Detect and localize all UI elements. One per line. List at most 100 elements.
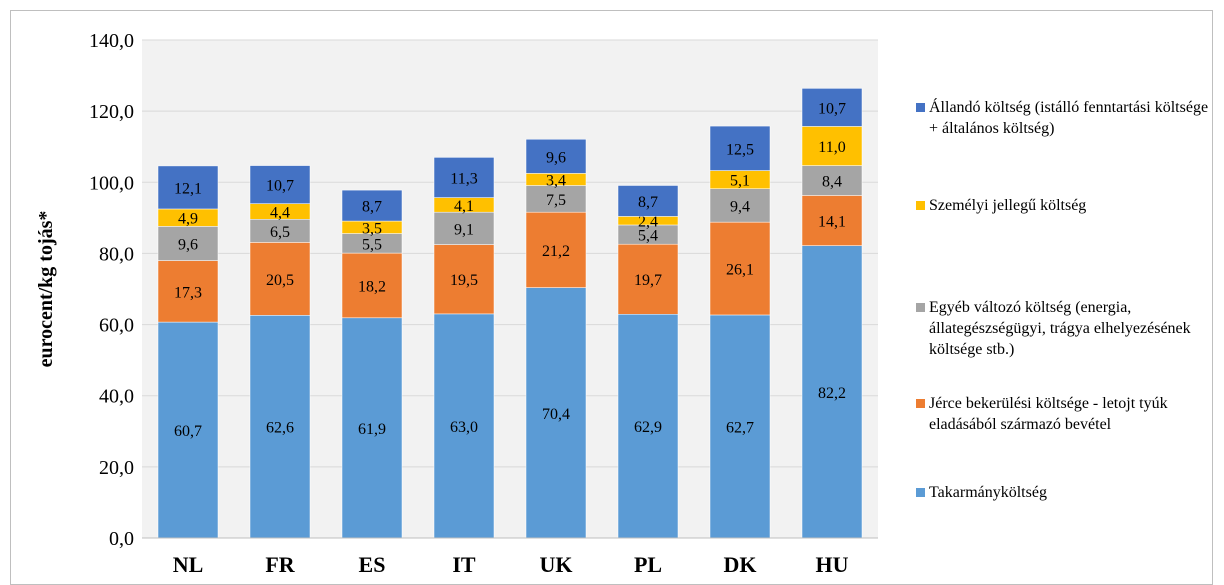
legend-label: Állandó költség (istálló fenntartási köl…	[929, 99, 1209, 137]
data-label: 17,3	[174, 284, 202, 301]
x-tick-label: FR	[265, 552, 295, 577]
x-axis-ticks: NL FR ES IT UK PL DK HU	[173, 552, 849, 577]
bar-segment	[433, 157, 495, 198]
data-label: 9,4	[730, 198, 750, 215]
data-label: 9,6	[178, 236, 198, 253]
legend-label: Egyéb változó költség (energia, állategé…	[929, 299, 1191, 358]
legend-label: Takarmányköltség	[929, 484, 1047, 501]
legend-swatch	[916, 303, 925, 312]
data-label: 19,7	[634, 272, 662, 289]
bar-segment	[801, 88, 863, 127]
legend-swatch	[916, 488, 925, 497]
data-label: 10,7	[818, 100, 846, 117]
data-label: 20,5	[266, 272, 294, 289]
legend-label: Jérce bekerülési költsége - letojt tyúk …	[929, 395, 1168, 433]
bar-segment	[617, 243, 679, 315]
bar-segment	[525, 138, 587, 174]
bar-segment	[433, 313, 495, 539]
data-label: 14,1	[818, 214, 846, 231]
legend-item: Egyéb változó költség (energia, állategé…	[916, 297, 1216, 360]
data-label: 2,4	[638, 214, 658, 231]
data-label: 62,9	[634, 419, 662, 436]
x-tick-label: IT	[452, 552, 476, 577]
bar-segment	[525, 185, 587, 213]
data-label: 4,1	[454, 198, 474, 215]
y-tick-label: 140,0	[89, 30, 134, 52]
bar-segment	[801, 245, 863, 539]
data-label: 5,1	[730, 173, 750, 190]
legend-item: Takarmányköltség	[916, 482, 1216, 503]
y-tick-label: 60,0	[99, 315, 134, 337]
data-label: 61,9	[358, 421, 386, 438]
bar-segment	[157, 165, 219, 210]
bar-segment	[617, 314, 679, 539]
bars: 60,7 17,3 9,6 4,9 12,1 62,6 20,5 6,5 4,4 10,7 61,9…	[157, 88, 863, 539]
bar-segment	[433, 244, 495, 315]
bar-segment	[433, 211, 495, 245]
data-label: 6,5	[270, 224, 290, 241]
legend-swatch	[916, 201, 925, 210]
data-label: 82,2	[818, 385, 846, 402]
legend-item: Személyi jellegű költség	[916, 195, 1216, 216]
x-tick-label: PL	[634, 552, 662, 577]
data-label: 10,7	[266, 178, 294, 195]
data-label: 62,7	[726, 419, 754, 436]
data-label: 5,4	[638, 228, 658, 245]
data-label: 4,4	[270, 204, 290, 221]
data-label: 5,5	[362, 236, 382, 253]
bar-segment	[157, 226, 219, 261]
bar-segment	[709, 221, 771, 316]
bar-segment	[249, 165, 311, 204]
data-label: 60,7	[174, 423, 202, 440]
data-label: 8,7	[362, 199, 382, 216]
data-label: 4,9	[178, 211, 198, 228]
bar-segment	[617, 185, 679, 217]
data-label: 9,1	[454, 221, 474, 238]
data-label: 11,3	[450, 170, 477, 187]
y-tick-label: 80,0	[99, 243, 134, 265]
data-label: 62,6	[266, 420, 294, 437]
y-tick-label: 100,0	[89, 172, 134, 194]
data-label: 70,4	[542, 406, 570, 423]
x-tick-label: NL	[173, 552, 204, 577]
y-tick-label: 120,0	[89, 101, 134, 123]
data-label: 7,5	[546, 192, 566, 209]
bar-segment	[709, 314, 771, 539]
bar-segment	[341, 189, 403, 222]
data-label: 63,0	[450, 419, 478, 436]
data-label: 12,1	[174, 180, 202, 197]
bar-segment	[525, 287, 587, 539]
y-tick-label: 0,0	[109, 528, 134, 550]
legend-swatch	[916, 399, 925, 408]
x-tick-label: ES	[359, 552, 386, 577]
legend-item: Állandó költség (istálló fenntartási köl…	[916, 97, 1216, 139]
data-label: 8,7	[638, 194, 658, 211]
legend-label: Személyi jellegű költség	[929, 197, 1087, 214]
data-label: 8,4	[822, 174, 842, 191]
data-label: 18,2	[358, 278, 386, 295]
x-tick-label: UK	[540, 552, 573, 577]
data-label: 19,5	[450, 272, 478, 289]
bar-segment	[525, 211, 587, 288]
bar-segment	[709, 188, 771, 223]
x-tick-label: DK	[724, 552, 757, 577]
bar-segment	[157, 321, 219, 539]
legend-item: Jérce bekerülési költsége - letojt tyúk …	[916, 393, 1216, 435]
y-tick-label: 20,0	[99, 457, 134, 479]
y-axis-ticks: 0,0 20,0 40,0 60,0 80,0 100,0 120,0 140,0	[89, 30, 134, 550]
data-label: 12,5	[726, 141, 754, 158]
data-label: 11,0	[818, 139, 845, 156]
data-label: 9,6	[546, 149, 566, 166]
bar-segment	[801, 195, 863, 246]
bar-segment	[341, 317, 403, 539]
bar-segment	[157, 260, 219, 323]
bar-segment	[249, 242, 311, 316]
bar-segment	[709, 125, 771, 171]
data-label: 26,1	[726, 262, 754, 279]
data-label: 3,4	[546, 172, 566, 189]
legend-swatch	[916, 103, 925, 112]
y-axis-label: eurocent/kg tojás*	[35, 211, 57, 368]
y-tick-label: 40,0	[99, 386, 134, 408]
bar-segment	[801, 165, 863, 196]
